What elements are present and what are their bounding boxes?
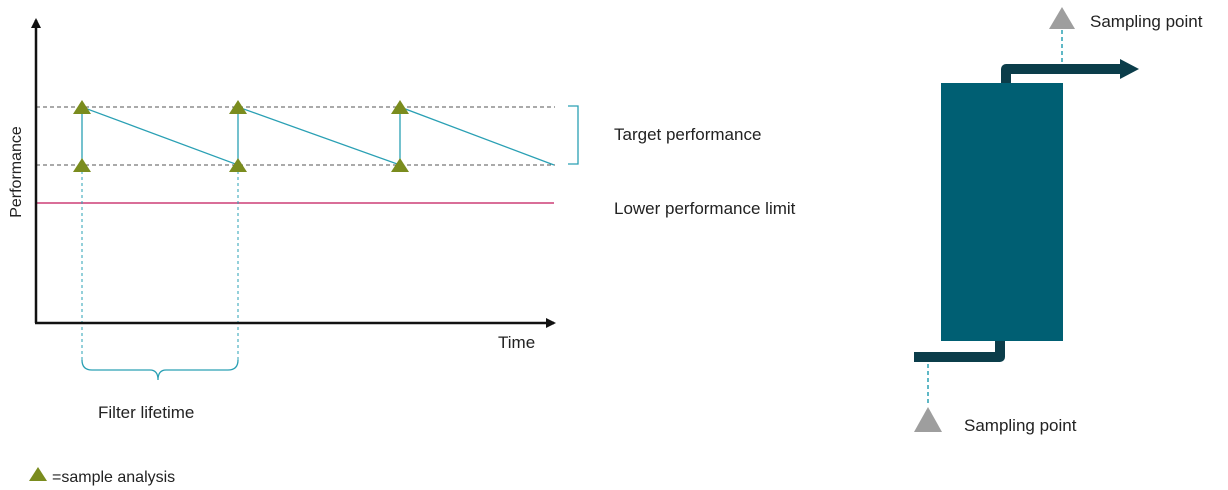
sample-marker-triangle-icon bbox=[73, 158, 91, 172]
sample-marker-triangle-icon bbox=[73, 100, 91, 114]
sample-markers bbox=[73, 100, 409, 172]
performance-sawtooth-line bbox=[81, 106, 555, 166]
outlet-sampling-triangle-icon bbox=[1049, 7, 1075, 29]
filter-column-illustration: Sampling point Sampling point bbox=[914, 7, 1203, 435]
legend: =sample analysis bbox=[29, 467, 175, 486]
filter-column bbox=[941, 83, 1063, 341]
inlet-sampling-triangle-icon bbox=[914, 407, 942, 432]
lower-performance-limit-label: Lower performance limit bbox=[614, 199, 796, 218]
sample-marker-triangle-icon bbox=[229, 100, 247, 114]
x-axis-label: Time bbox=[498, 333, 535, 352]
y-axis-label: Performance bbox=[8, 126, 25, 218]
inlet-sampling-label: Sampling point bbox=[964, 416, 1077, 435]
legend-text: =sample analysis bbox=[52, 469, 175, 486]
sample-marker-triangle-icon bbox=[391, 158, 409, 172]
outlet-sampling-label: Sampling point bbox=[1090, 12, 1203, 31]
outlet-pipe bbox=[1001, 64, 1122, 83]
sample-marker-triangle-icon bbox=[229, 158, 247, 172]
target-performance-bracket bbox=[568, 105, 579, 165]
outlet-arrow-icon bbox=[1120, 59, 1139, 79]
triangle-icon bbox=[29, 467, 47, 481]
target-performance-label: Target performance bbox=[614, 125, 761, 144]
performance-chart: Performance Time Target performance Lowe… bbox=[8, 18, 796, 422]
filter-lifetime-bracket bbox=[81, 359, 239, 381]
inlet-pipe bbox=[914, 338, 1005, 362]
filter-lifetime-label: Filter lifetime bbox=[98, 403, 194, 422]
sample-marker-triangle-icon bbox=[391, 100, 409, 114]
